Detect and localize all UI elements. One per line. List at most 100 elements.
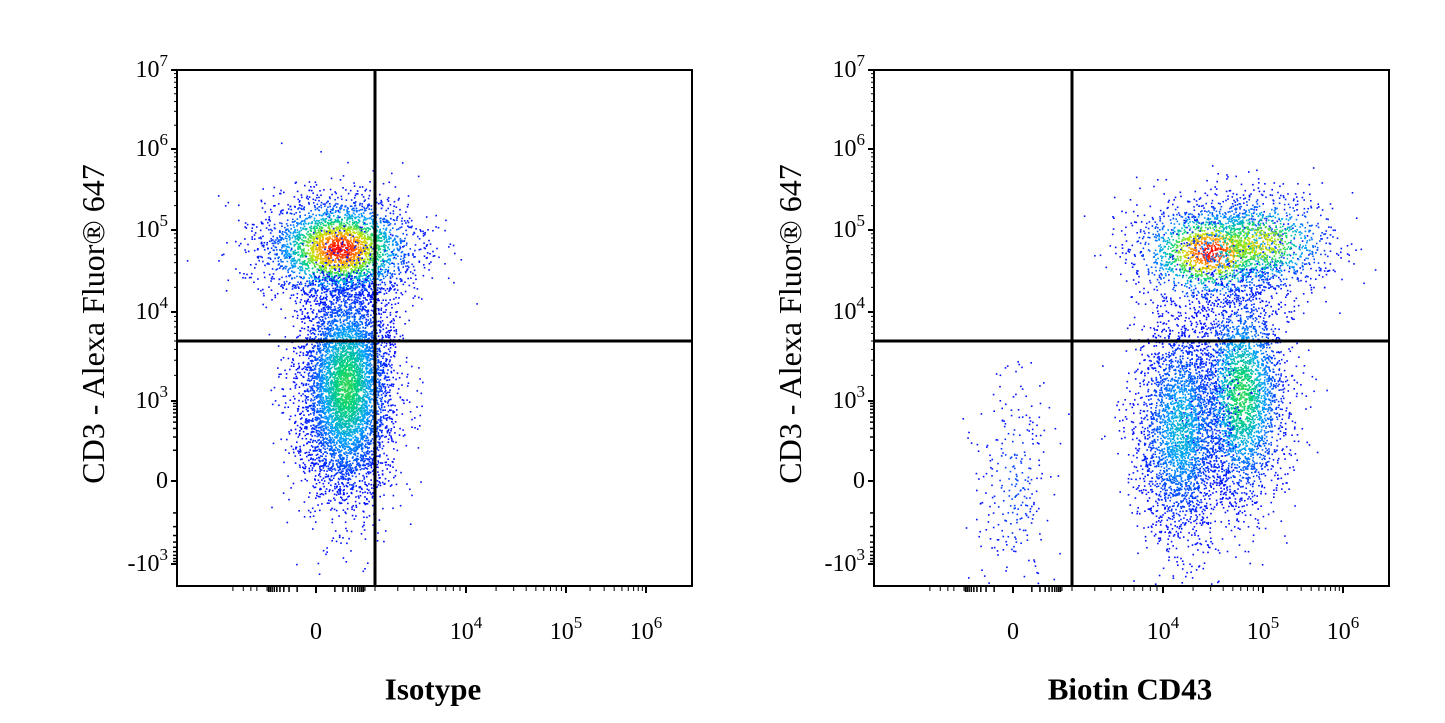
data-point [318, 310, 320, 313]
data-point [379, 240, 381, 243]
data-point [400, 255, 403, 258]
data-point [341, 289, 344, 292]
data-point [394, 421, 397, 423]
data-point [389, 287, 391, 290]
data-point [296, 297, 298, 299]
data-point [377, 272, 379, 275]
data-point [428, 239, 430, 242]
data-point [299, 267, 302, 269]
data-point [308, 203, 310, 205]
data-point [361, 263, 364, 265]
data-point [365, 207, 368, 209]
data-point [335, 247, 338, 249]
data-point [356, 239, 358, 241]
data-point [343, 399, 346, 401]
data-point [329, 479, 332, 482]
data-point [382, 220, 385, 223]
data-point [362, 262, 365, 265]
data-point [408, 319, 410, 322]
data-point [272, 239, 274, 241]
data-point [331, 232, 333, 235]
data-point [339, 288, 342, 291]
data-point [377, 471, 379, 473]
data-point [341, 273, 343, 276]
data-point [303, 250, 305, 252]
data-point [332, 208, 334, 211]
data-point [307, 285, 309, 288]
data-point [366, 277, 369, 279]
data-point [280, 260, 283, 263]
data-point [357, 243, 359, 245]
data-point [273, 205, 275, 207]
data-point [313, 259, 315, 261]
data-point [325, 237, 327, 240]
data-point [353, 221, 356, 223]
data-point [319, 229, 322, 232]
data-point [370, 279, 372, 281]
data-point [387, 207, 389, 210]
data-point [343, 234, 346, 237]
data-point [319, 237, 321, 240]
data-point [307, 252, 309, 255]
data-point [378, 237, 380, 240]
data-point [376, 258, 379, 261]
data-point [289, 368, 291, 371]
data-point [327, 381, 330, 384]
data-point [337, 242, 339, 245]
data-point [349, 230, 352, 233]
data-point [365, 484, 368, 486]
data-point [285, 257, 287, 259]
data-point [366, 290, 369, 293]
data-point [381, 269, 384, 271]
data-point [355, 247, 358, 250]
data-point [359, 247, 362, 250]
data-point [315, 259, 317, 262]
data-point [329, 262, 331, 264]
data-point [340, 351, 342, 353]
data-point [322, 222, 324, 225]
data-point [360, 289, 362, 292]
data-point [389, 263, 391, 266]
data-point [365, 209, 367, 212]
data-point [323, 189, 325, 191]
data-point [303, 235, 306, 237]
data-point [402, 283, 405, 286]
data-point [356, 377, 358, 380]
data-point [371, 255, 373, 257]
data-point [369, 181, 371, 183]
data-point [368, 238, 371, 240]
data-point [359, 226, 362, 229]
data-point [372, 268, 374, 271]
data-point [365, 242, 368, 245]
data-point [380, 237, 383, 239]
data-point [341, 236, 344, 238]
data-point [314, 199, 317, 201]
data-point [350, 472, 353, 475]
data-point [396, 289, 399, 291]
data-point [389, 277, 392, 280]
data-point [362, 302, 365, 304]
data-point [371, 438, 374, 440]
data-point [380, 344, 383, 346]
data-point [304, 472, 306, 474]
data-point [356, 277, 358, 280]
data-point [297, 239, 300, 241]
data-point [322, 444, 325, 447]
data-point [365, 228, 367, 231]
data-point [358, 354, 361, 356]
data-point [343, 420, 346, 422]
data-point [301, 263, 303, 265]
data-point [351, 506, 353, 508]
data-point [329, 237, 332, 239]
data-point [344, 251, 346, 254]
data-point [293, 266, 296, 268]
data-point [290, 247, 293, 249]
data-point [366, 246, 368, 249]
data-point [308, 470, 311, 473]
data-point [334, 230, 337, 233]
data-point [283, 281, 286, 283]
data-point [348, 251, 351, 254]
data-point [342, 320, 345, 323]
data-point [357, 278, 360, 280]
data-point [343, 271, 345, 274]
